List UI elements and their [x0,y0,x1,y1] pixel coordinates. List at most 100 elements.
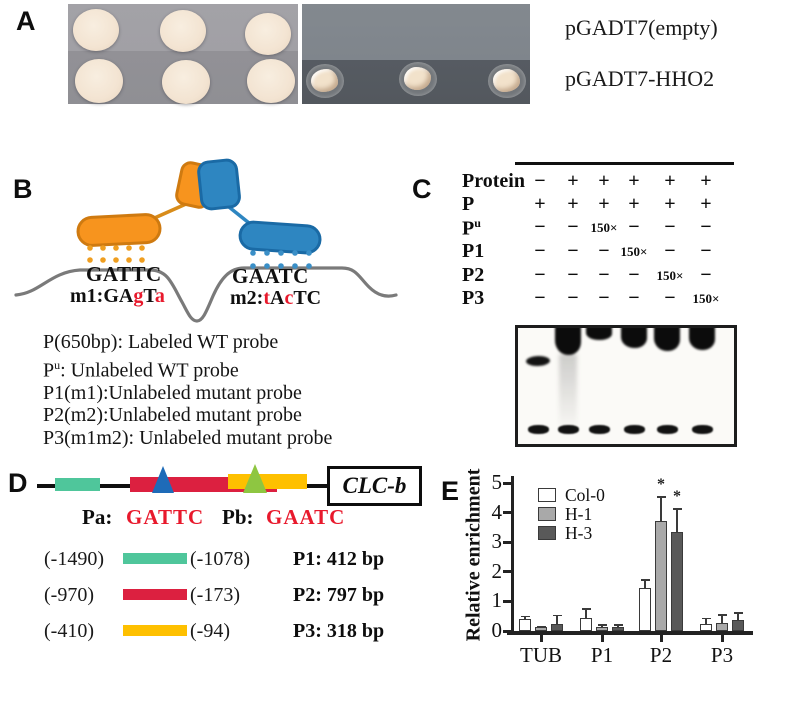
gel-shifted-complex-band [586,328,612,340]
table-cell-minus: − [534,240,546,262]
table-cell-minus: − [534,287,546,309]
gel-free-probe-band [623,425,645,434]
x-category-label: P3 [710,643,734,667]
mutated-base: t [263,287,270,309]
yeast-colony-halo [306,64,344,98]
fragment-name-size: P2: 797 bp [293,584,385,606]
table-cell-minus: − [700,264,712,286]
table-cell-plus: + [700,193,712,215]
mutated-base: c [284,287,294,309]
yeast-plate-right [302,4,530,104]
error-bar-cap [656,496,666,498]
table-cell-minus: − [628,264,640,286]
yeast-colony [493,69,520,92]
error-bar [556,614,558,624]
text-segment: m1:GA [70,285,134,307]
fragment-name-size: P3: 318 bp [293,620,385,642]
y-axis-line [511,476,514,634]
error-bar [705,617,707,624]
site-pa-seq: GATTC [126,505,205,529]
table-cell-minus: − [567,264,579,286]
data-bar-h-3 [732,619,744,631]
y-tick-label: 0 [491,618,503,642]
yeast-colony [245,13,291,55]
panel-b-label: B [13,174,33,204]
yeast-colony [73,9,119,51]
table-cell-plus: + [534,193,546,215]
x-axis-tick [600,635,604,642]
y-tick-label: 1 [491,588,503,613]
legend-swatch-h-3 [538,526,556,540]
y-tick-label: 4 [491,499,503,524]
table-cell-plus: + [567,193,579,215]
x-category-label: P1 [590,643,614,667]
y-axis-tick [503,629,511,633]
y-axis-tick [503,511,511,515]
data-bar-h-3 [551,623,563,631]
gel-shifted-complex-band [555,328,581,355]
table-cell-plus: + [664,170,676,192]
text-segment: P [462,193,475,215]
table-cell-plus: + [628,170,640,192]
table-cell-competitor: 150× [590,220,618,235]
data-bar-h-1 [655,521,667,631]
error-bar [676,508,678,532]
panel-a-label: A [16,6,36,36]
table-cell-minus: − [700,216,712,238]
text-segment: u [54,357,61,372]
gel-free-probe-band [656,425,678,434]
table-cell-minus: − [664,287,676,309]
error-bar-cap [581,608,591,610]
yeast-colony-halo [399,62,437,96]
probe-legend-line: P2(m2):Unlabeled mutant probe [43,404,332,427]
yeast-colony [75,59,123,103]
mutant-seq-m2: m2:tAcTC [230,287,321,310]
error-bar-cap [733,612,743,614]
site-marker-triangle-green [243,464,267,493]
text-segment: P(650bp): Labeled WT probe [43,331,279,353]
error-bar [737,612,739,620]
data-bar-h-1 [596,626,608,631]
text-segment: P3(m1m2): Unlabeled mutant probe [43,427,333,450]
protein-dna-diagram [14,158,398,323]
probe-legend-line: P3(m1m2): Unlabeled mutant probe [43,427,332,450]
table-cell-minus: − [534,264,546,286]
table-cell-minus: − [567,240,579,262]
probe-legend-line: P(650bp): Labeled WT probe [43,331,332,354]
table-cell-minus: − [567,216,579,238]
table-cell-minus: − [598,287,610,309]
text-segment: P1 [462,240,485,262]
gel-shifted-complex-band [621,328,647,348]
table-row-label: P3 [462,287,484,310]
emsa-gel-image [515,325,737,447]
dimer-domain-blue [197,158,241,211]
legend-label: H-1 [565,504,593,524]
table-cell-minus: − [534,216,546,238]
table-cell-competitor: 150× [692,291,720,306]
error-bar-cap [717,614,727,616]
legend-swatch-col-0 [538,488,556,502]
site-marker-triangle-blue [152,466,174,493]
chip-qpcr-chart: E Relative enrichment 0 1 2 3 4 5 TUB P1 P2 P3 * * C… [430,460,800,707]
table-row-label: P [462,193,474,216]
text-segment: P [43,359,55,382]
mutant-seq-m1: m1:GAgTa [70,285,165,308]
error-bar [660,496,662,522]
fragment-color-bar [123,553,187,564]
error-bar-cap [520,615,530,618]
text-segment: P3 [462,287,485,309]
table-cell-plus: + [598,170,610,192]
table-cell-competitor: 150× [656,268,684,283]
table-row-label: P1 [462,240,484,263]
dna-binding-domain-blue [238,220,322,255]
error-bar-cap [536,625,546,628]
error-bar-cap [701,617,711,620]
x-axis-tick [539,635,543,642]
x-axis-tick [659,635,663,642]
gel-lane-smear [559,354,577,426]
mutated-base: a [154,285,165,307]
fragment-start-coordinate: (-1490) [44,548,104,570]
table-row-label: Pu [462,216,481,241]
yeast-colony [160,10,206,52]
